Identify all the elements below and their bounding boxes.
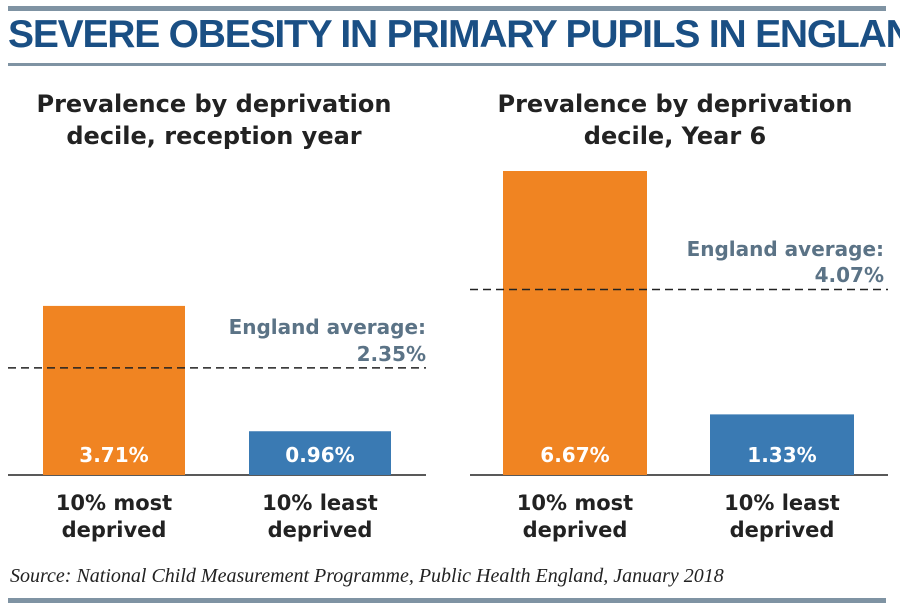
source-note: Source: National Child Measurement Progr… <box>10 565 724 587</box>
reference-label-year6-0: England average: <box>687 237 884 261</box>
reference-label-year6-1: 4.07% <box>815 263 884 287</box>
bar-year6-least-deprived <box>710 414 854 475</box>
bar-reception-most-deprived <box>43 305 185 475</box>
bar-year6-most-deprived <box>503 171 647 475</box>
chart-title-reception: Prevalence by deprivation decile, recept… <box>36 90 392 150</box>
category-label-year6-1-1: deprived <box>730 518 835 542</box>
title-rule <box>8 63 886 66</box>
category-label-reception-1-0: 10% least <box>262 491 378 515</box>
chart-title-year6: Prevalence by deprivation decile, Year 6 <box>497 90 853 150</box>
bar-reception-least-deprived <box>249 431 391 475</box>
page-title: SEVERE OBESITY IN PRIMARY PUPILS IN ENGL… <box>8 13 900 56</box>
bottom-rule <box>8 598 886 603</box>
category-label-year6-0-1: deprived <box>523 518 628 542</box>
category-label-year6-1-0: 10% least <box>724 491 840 515</box>
value-label-reception-0: 3.71% <box>79 443 148 467</box>
reference-label-reception-1: 2.35% <box>357 342 426 366</box>
reference-label-reception-0: England average: <box>229 315 426 339</box>
top-rule <box>8 6 886 11</box>
category-label-reception-0-0: 10% most <box>56 491 172 515</box>
value-label-year6-0: 6.67% <box>540 443 609 467</box>
value-label-year6-1: 1.33% <box>747 443 816 467</box>
value-label-reception-1: 0.96% <box>285 443 354 467</box>
category-label-reception-1-1: deprived <box>268 518 373 542</box>
category-label-reception-0-1: deprived <box>62 518 167 542</box>
category-label-year6-0-0: 10% most <box>517 491 633 515</box>
